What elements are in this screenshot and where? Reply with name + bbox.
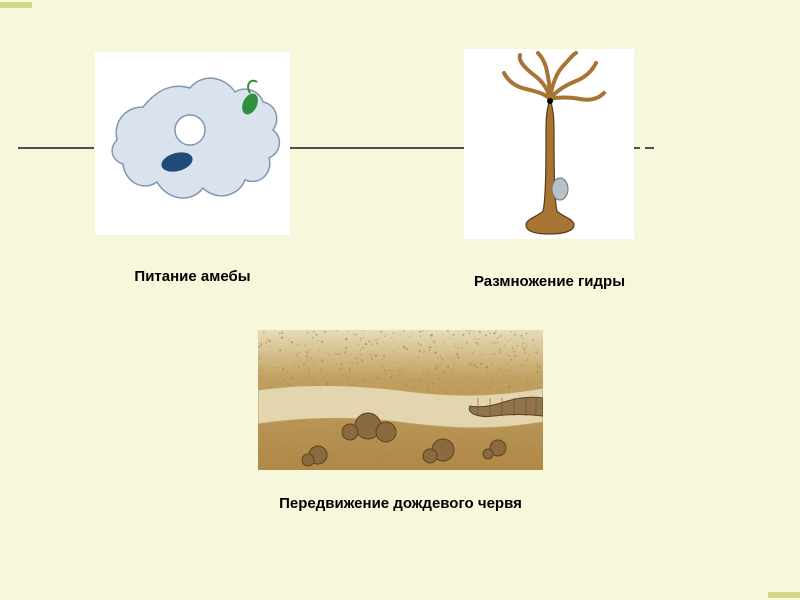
- figure-worm: [258, 330, 543, 470]
- worm-svg: [258, 330, 543, 470]
- caption-hydra: Размножение гидры: [457, 273, 642, 290]
- slide-root: Питание амебы Размножение гидры Передвиж…: [0, 0, 800, 600]
- caption-worm: Передвижение дождевого червя: [258, 495, 543, 512]
- corner-top: [0, 2, 32, 8]
- hr-seg-1: [290, 147, 467, 149]
- corner-bottom: [768, 592, 800, 598]
- hr-seg-0: [18, 147, 94, 149]
- caption-amoeba: Питание амебы: [95, 268, 290, 285]
- hr-seg-3: [645, 147, 654, 149]
- figure-amoeba: [95, 52, 290, 235]
- figure-hydra: [464, 49, 634, 239]
- amoeba-svg: [95, 52, 290, 235]
- hydra-svg: [464, 49, 634, 239]
